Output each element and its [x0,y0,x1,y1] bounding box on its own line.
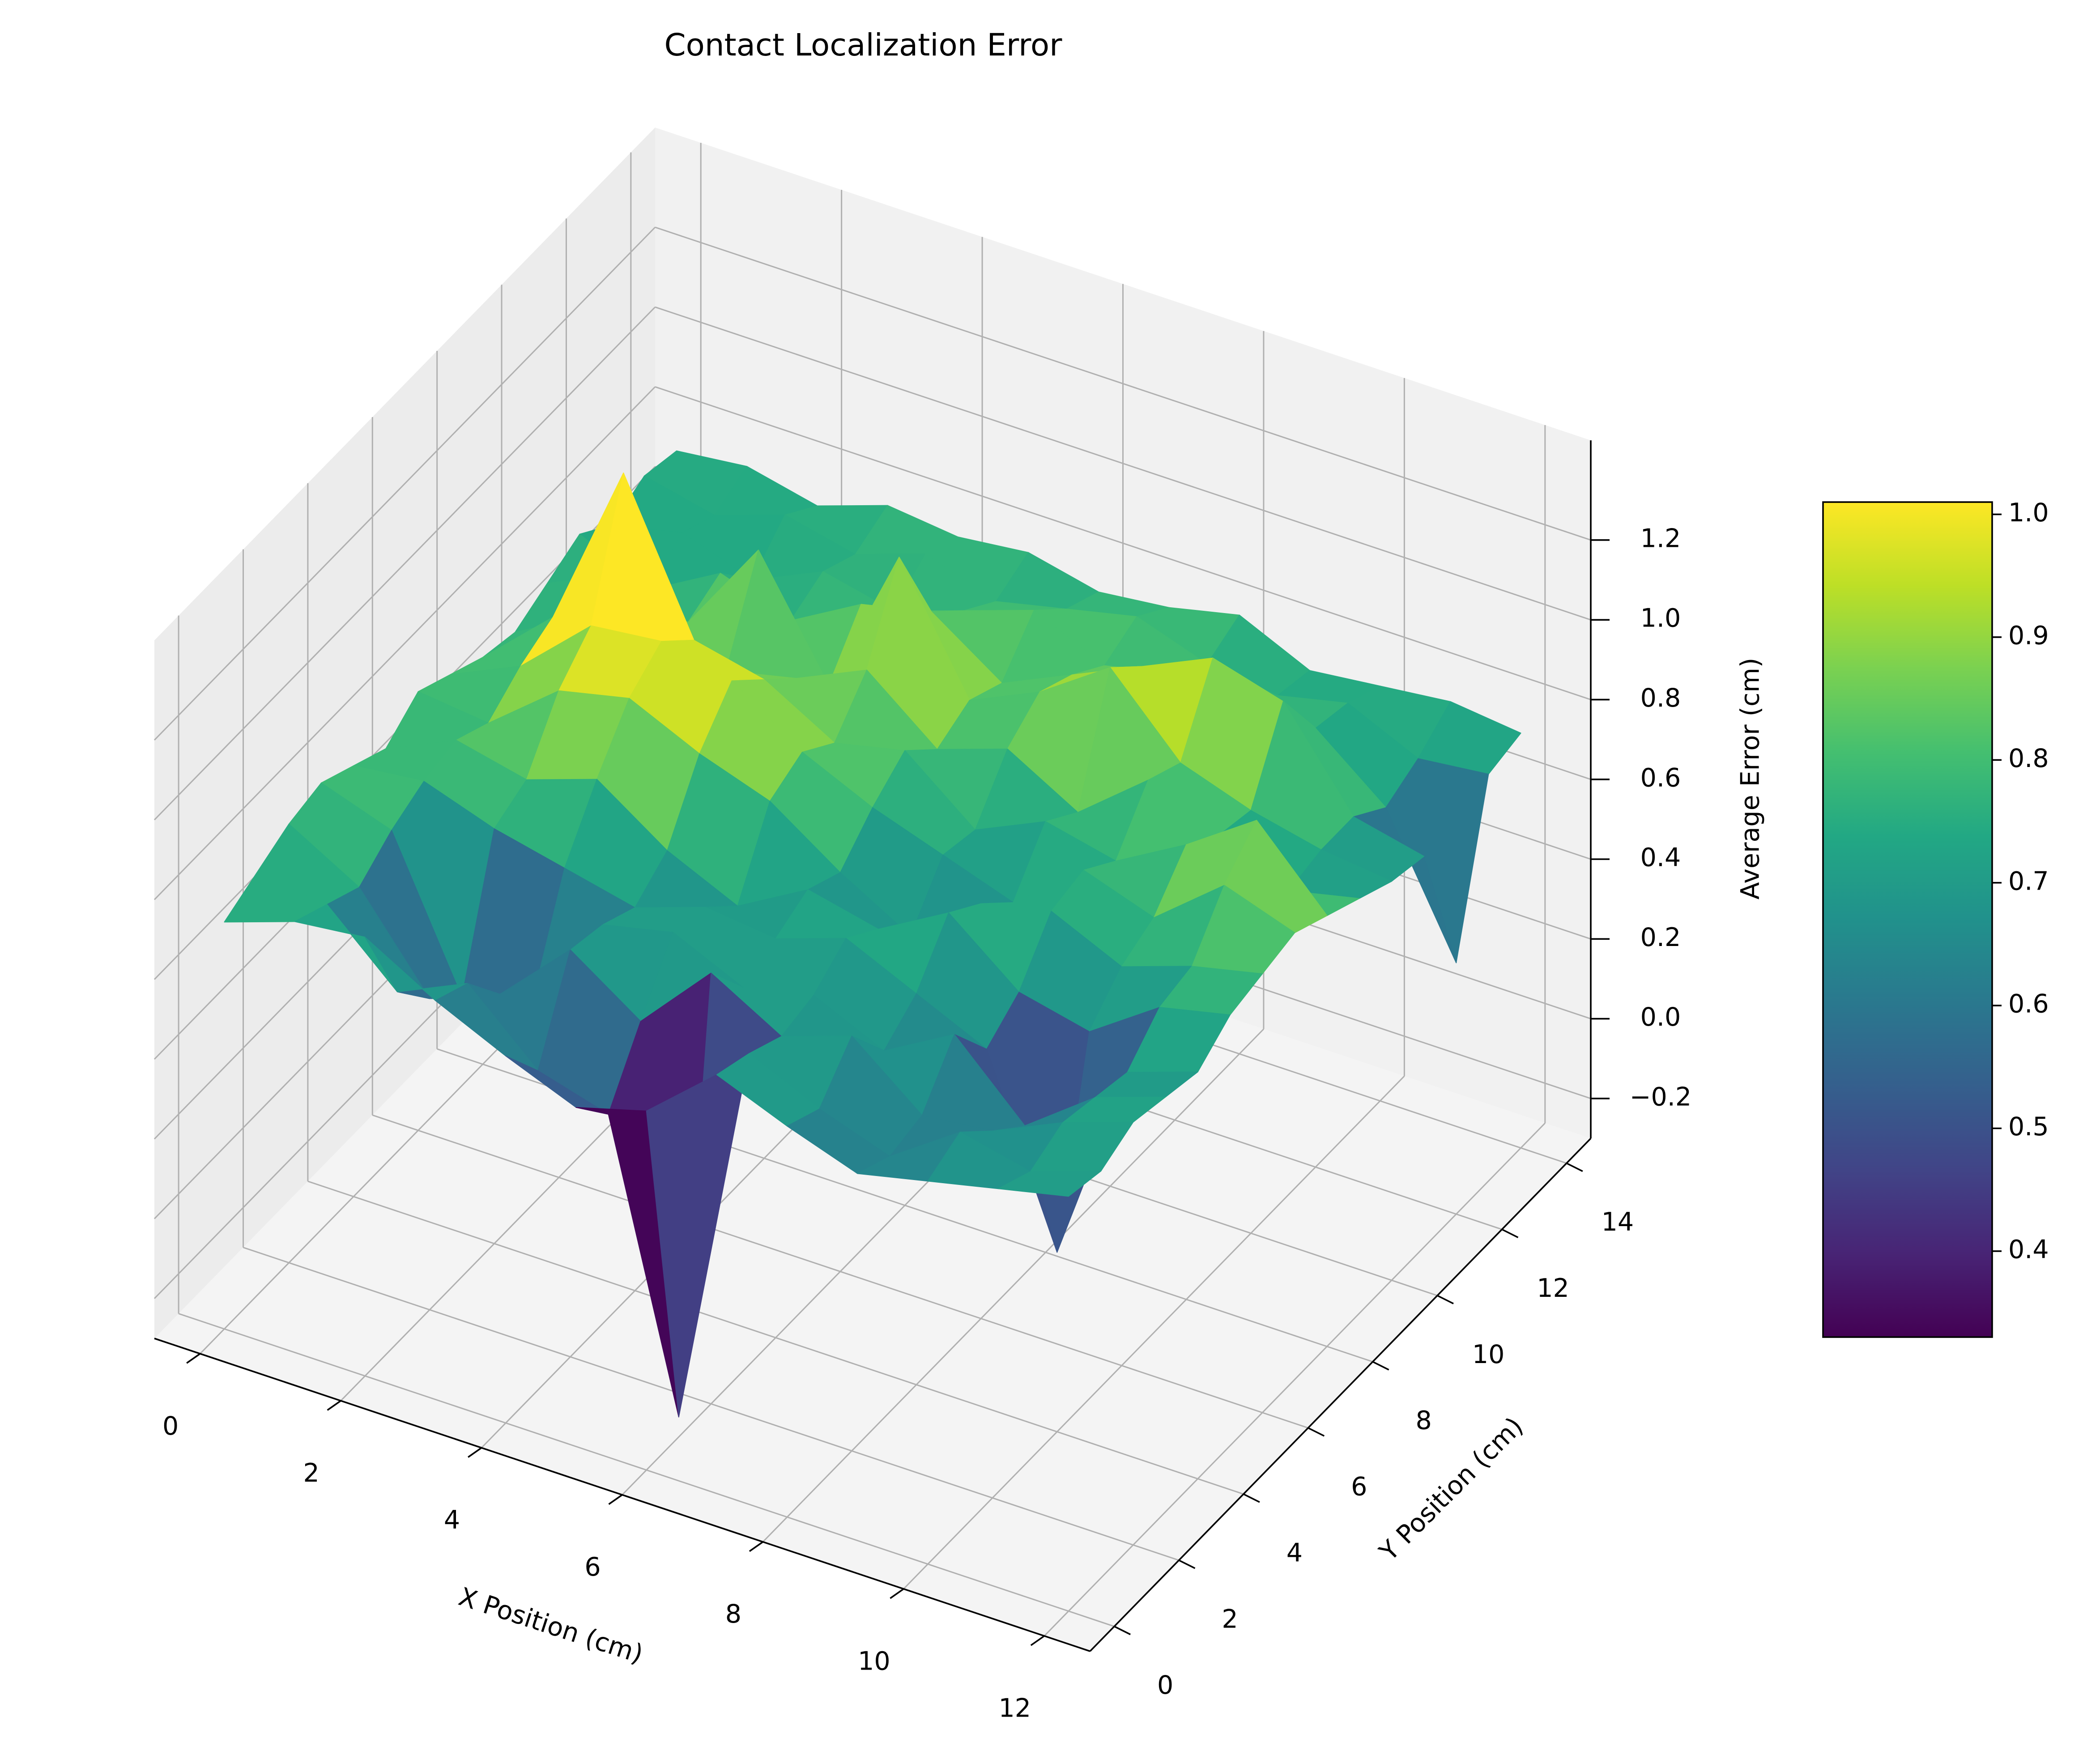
x-tick [1030,1635,1045,1646]
y-tick [1501,1228,1519,1238]
colorbar-tick-label: 0.9 [2008,621,2049,650]
y-tick [1243,1493,1260,1503]
colorbar-tick-label: 0.5 [2008,1112,2049,1142]
x-axis [154,1338,1090,1652]
grid-line [762,1028,1265,1542]
y-tick [1178,1559,1196,1569]
x-tick [749,1541,763,1552]
colorbar-tick-label: 0.7 [2008,866,2049,896]
x-tick-label: 2 [303,1458,319,1488]
x-tick [890,1588,904,1599]
x-tick-label: 12 [999,1693,1031,1723]
z-tick-label: 0.4 [1640,843,1681,873]
y-axis-label: Y Position (cm) [1374,1411,1529,1567]
colorbar-ticks: 0.4 0.5 0.6 0.7 0.8 0.9 1.0 [1992,498,2049,1265]
colorbar-tick-label: 0.4 [2008,1235,2049,1265]
grid-line [372,1114,1308,1429]
x-axis-label: X Position (cm) [455,1582,647,1669]
z-tick-label: 0.0 [1640,1002,1681,1032]
grid-line [903,1075,1405,1589]
y-tick-label: 6 [1351,1472,1367,1502]
surface-face [997,1171,1102,1197]
z-tick-label: 0.6 [1640,763,1681,793]
z-tick-label: −0.2 [1630,1082,1691,1112]
x-tick-label: 0 [162,1411,179,1441]
x-tick-label: 6 [584,1552,601,1582]
y-tick-label: 4 [1286,1538,1303,1568]
grid-line [655,386,1591,700]
x-tick-label: 10 [858,1646,890,1676]
x-tick [327,1400,341,1411]
chart-title: Contact Localization Error [665,27,1063,63]
z-tick-label: 1.2 [1640,524,1681,553]
colorbar-tick-label: 1.0 [2008,498,2049,528]
y-tick-label: 14 [1602,1207,1634,1237]
y-tick-label: 12 [1537,1274,1569,1303]
x-tick [186,1353,201,1364]
colorbar-tick-label: 0.8 [2008,744,2049,773]
y-tick-label: 0 [1157,1670,1173,1700]
y-tick [1372,1361,1389,1371]
x-tick-label: 8 [725,1599,741,1629]
y-tick [1114,1625,1131,1636]
z-tick-label: 0.2 [1640,923,1681,952]
grid-line [178,1313,1115,1627]
grid-line [655,306,1591,621]
colorbar [1822,501,1993,1338]
y-tick-label: 10 [1472,1340,1505,1369]
grid-line [153,307,656,821]
x-tick [468,1447,482,1458]
y-axis [1089,1138,1592,1652]
x-tick-label: 4 [444,1505,460,1535]
z-tick-label: 0.8 [1640,683,1681,713]
colorbar-tick-label: 0.6 [2008,989,2049,1019]
grid-line [153,226,656,741]
y-tick-label: 8 [1416,1406,1432,1436]
grid-line [655,226,1591,541]
x-tick [608,1494,623,1505]
grid-line [153,386,656,900]
y-tick [1308,1427,1325,1437]
y-tick-label: 2 [1222,1604,1238,1634]
grid-line [243,1247,1180,1561]
y-tick [1437,1295,1454,1304]
surface [224,450,1521,1418]
axes: 0 2 4 6 8 10 12 0 2 4 6 8 10 12 14 −0.2 0.0 0.2 0.4 0.6 0.8 1… [154,440,1691,1723]
grid-line [1044,1122,1546,1636]
y-tick [1566,1162,1583,1172]
grid-line [307,1180,1244,1495]
z-axis-label: Average Error (cm) [1736,658,1765,899]
z-tick-label: 1.0 [1640,604,1681,633]
